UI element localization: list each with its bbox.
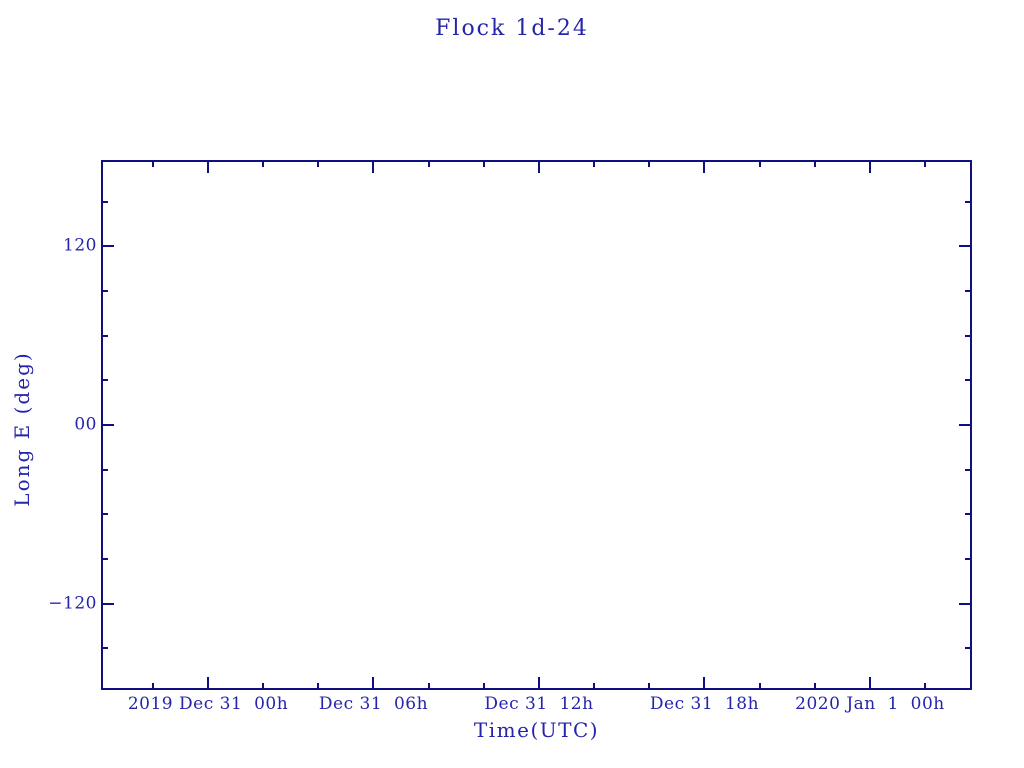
x-major-tick <box>869 677 871 690</box>
x-minor-tick <box>317 683 319 690</box>
y-minor-tick <box>101 379 108 381</box>
y-axis-title: Long E (deg) <box>10 351 34 507</box>
y-minor-tick <box>965 647 972 649</box>
x-major-tick <box>703 160 705 173</box>
x-minor-tick <box>759 683 761 690</box>
x-minor-tick <box>483 160 485 167</box>
x-major-tick <box>869 160 871 173</box>
y-minor-tick <box>101 513 108 515</box>
x-minor-tick <box>814 160 816 167</box>
x-major-tick <box>538 677 540 690</box>
y-minor-tick <box>101 558 108 560</box>
x-major-tick <box>372 160 374 173</box>
x-minor-tick <box>648 160 650 167</box>
y-tick-label: −120 <box>48 593 97 614</box>
y-major-tick <box>101 245 114 247</box>
x-major-tick <box>538 160 540 173</box>
x-tick-label: 2019 Dec 31 00h <box>127 694 289 714</box>
y-tick-label: 00 <box>74 414 97 435</box>
x-minor-tick <box>262 683 264 690</box>
x-minor-tick <box>483 683 485 690</box>
x-minor-tick <box>428 160 430 167</box>
y-minor-tick <box>965 558 972 560</box>
x-tick-label: Dec 31 06h <box>318 694 429 714</box>
x-major-tick <box>207 160 209 173</box>
x-minor-tick <box>152 683 154 690</box>
y-minor-tick <box>965 513 972 515</box>
y-major-tick <box>959 424 972 426</box>
x-minor-tick <box>814 683 816 690</box>
y-minor-tick <box>965 290 972 292</box>
x-minor-tick <box>152 160 154 167</box>
y-minor-tick <box>101 469 108 471</box>
x-minor-tick <box>924 160 926 167</box>
x-major-tick <box>372 677 374 690</box>
y-minor-tick <box>965 469 972 471</box>
y-minor-tick <box>101 201 108 203</box>
y-major-tick <box>101 603 114 605</box>
y-minor-tick <box>965 335 972 337</box>
y-minor-tick <box>965 379 972 381</box>
y-minor-tick <box>965 201 972 203</box>
y-tick-label: 120 <box>63 235 97 256</box>
x-tick-label: Dec 31 18h <box>649 694 760 714</box>
chart-title: Flock 1d-24 <box>435 16 589 41</box>
y-minor-tick <box>101 335 108 337</box>
x-axis-title: Time(UTC) <box>473 718 600 742</box>
y-minor-tick <box>101 290 108 292</box>
x-minor-tick <box>262 160 264 167</box>
x-tick-label: 2020 Jan 1 00h <box>795 694 945 714</box>
x-major-tick <box>703 677 705 690</box>
x-minor-tick <box>759 160 761 167</box>
x-tick-label: Dec 31 12h <box>484 694 594 714</box>
x-minor-tick <box>317 160 319 167</box>
y-major-tick <box>101 424 114 426</box>
x-minor-tick <box>428 683 430 690</box>
plot-area <box>101 160 972 690</box>
y-major-tick <box>959 245 972 247</box>
y-minor-tick <box>101 647 108 649</box>
x-minor-tick <box>593 683 595 690</box>
x-minor-tick <box>593 160 595 167</box>
x-minor-tick <box>924 683 926 690</box>
x-major-tick <box>207 677 209 690</box>
x-minor-tick <box>648 683 650 690</box>
y-major-tick <box>959 603 972 605</box>
